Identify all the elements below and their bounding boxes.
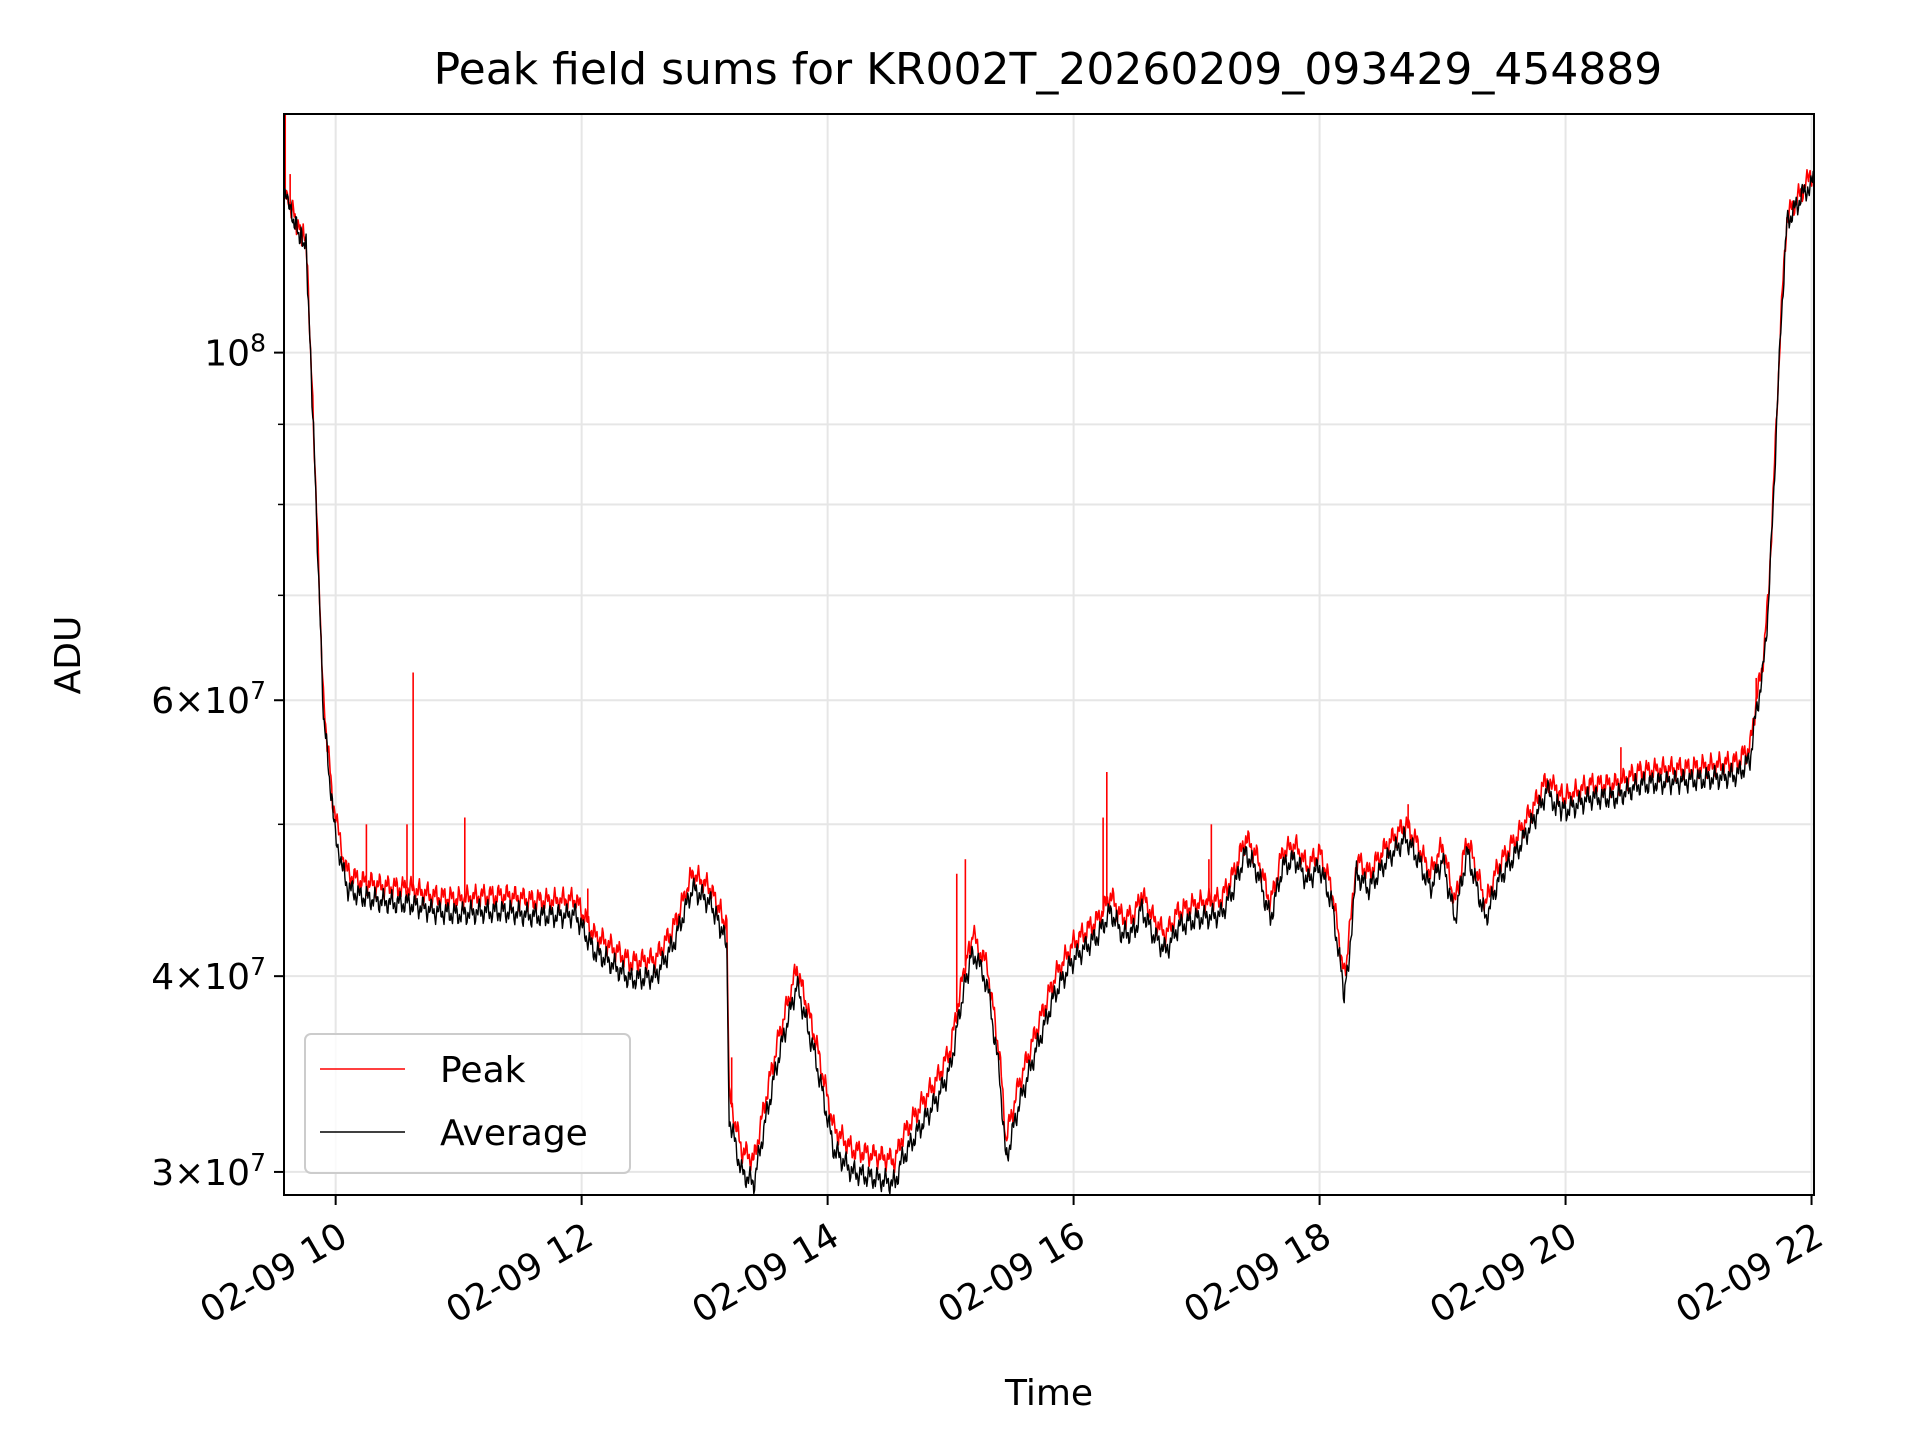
y-tick-label: 108 — [204, 329, 266, 375]
legend-average-label: Average — [440, 1113, 588, 1154]
grid — [284, 114, 1814, 1195]
x-axis-label: Time — [1004, 1373, 1093, 1414]
y-tick-label: 3×107 — [151, 1148, 266, 1194]
chart-title: Peak field sums for KR002T_20260209_0934… — [434, 44, 1663, 95]
legend: Peak Average — [304, 1033, 631, 1174]
series-average-line — [284, 170, 1814, 1195]
y-axis: 3×107 4×107 6×107 108 — [151, 329, 284, 1194]
series-group — [284, 114, 1814, 1195]
legend-peak-label: Peak — [440, 1050, 526, 1091]
y-tick-label: 4×107 — [151, 952, 266, 998]
series-peak-line — [284, 169, 1814, 1174]
plot-frame — [283, 113, 1815, 1196]
y-tick-label: 6×107 — [151, 676, 266, 722]
y-axis-label: ADU — [48, 616, 89, 695]
